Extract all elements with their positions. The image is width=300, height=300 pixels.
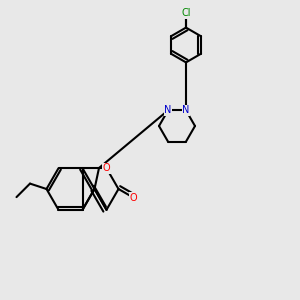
Text: O: O bbox=[130, 193, 137, 203]
Text: N: N bbox=[182, 105, 190, 116]
Text: Cl: Cl bbox=[181, 8, 191, 19]
Text: O: O bbox=[103, 163, 110, 173]
Text: N: N bbox=[164, 105, 172, 116]
